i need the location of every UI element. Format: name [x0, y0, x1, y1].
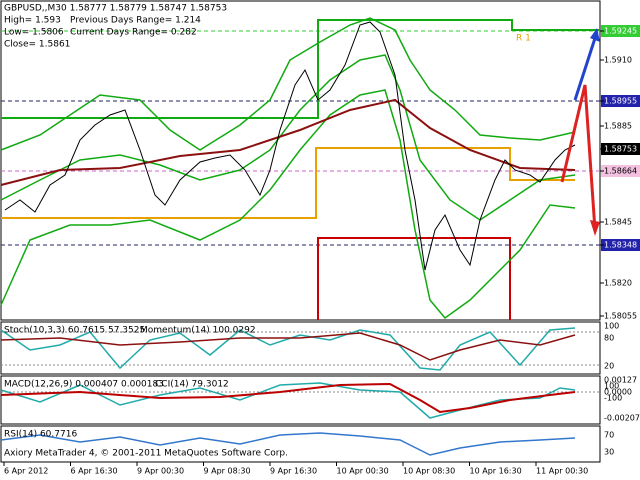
band-upper — [0, 17, 576, 151]
time-label: 10 Apr 08:30 — [403, 467, 455, 476]
price-line — [4, 21, 576, 271]
macd-tick: -100 — [604, 394, 622, 403]
stoch-tick: 80 — [604, 334, 614, 343]
symbol-line: GBPUSD,,M30 1.58777 1.58779 1.58747 1.58… — [4, 4, 227, 14]
price-label: 1.58348 — [604, 241, 637, 250]
price-box — [601, 95, 640, 107]
rsi-frame — [0, 425, 601, 463]
macd-tick: 100 — [604, 382, 619, 391]
time-label: 10 Apr 16:30 — [470, 467, 522, 476]
momentum-line — [0, 332, 576, 361]
rsi-label: RSI(14) 60.7716 — [4, 430, 77, 440]
band-lower — [0, 89, 576, 320]
arrow — [560, 84, 597, 231]
stoch-tick: 100 — [604, 322, 619, 331]
price-label: 1.58955 — [604, 97, 637, 106]
cci-label: CCI(14) 79.3012 — [155, 380, 229, 390]
arrow-head — [590, 28, 600, 42]
price-label: 1.58753 — [604, 145, 637, 154]
time-label: 6 Apr 2012 — [4, 467, 48, 476]
time-label: 9 Apr 00:30 — [137, 467, 184, 476]
pivot-line — [1, 19, 600, 119]
moving-average — [0, 98, 576, 186]
stoch-label: Stoch(10,3,3) 60.7615 57.3525 — [4, 326, 145, 336]
main-frame — [0, 0, 601, 321]
price-label: 1.5910 — [604, 56, 632, 65]
macd-frame — [0, 375, 601, 425]
header-prev-range: Previous Days Range= 1.214 — [70, 16, 201, 26]
header-high: High= 1.593 — [4, 16, 61, 26]
pivot-line — [317, 237, 511, 320]
macd-label: MACD(12,26,9) 0.000407 0.000183 — [4, 380, 164, 390]
time-label: 11 Apr 00:30 — [536, 467, 588, 476]
rsi-tick: 70 — [604, 431, 614, 440]
time-label: 6 Apr 16:30 — [71, 467, 118, 476]
price-label: 1.58664 — [604, 167, 637, 176]
macd-tick: 0.0000 — [604, 388, 632, 397]
time-label: 10 Apr 00:30 — [337, 467, 389, 476]
rsi-line — [0, 432, 576, 456]
stoch-frame — [0, 321, 601, 375]
price-label: 1.59245 — [604, 27, 637, 36]
price-label: 1.58055 — [604, 312, 637, 321]
footer: Axiory MetaTrader 4, © 2001-2011 MetaQuo… — [4, 449, 288, 459]
arrow-head — [590, 220, 600, 236]
price-label: 1.5885 — [604, 122, 632, 131]
price-box — [601, 25, 640, 37]
price-box — [601, 143, 640, 155]
header-cur-range: Current Days Range= 0.282 — [70, 28, 197, 38]
price-box — [601, 165, 640, 177]
stoch-line — [0, 327, 576, 371]
price-box — [601, 239, 640, 251]
macd-line — [0, 382, 576, 414]
time-label: 9 Apr 08:30 — [204, 467, 251, 476]
pivot-line — [1, 147, 575, 219]
time-label: 9 Apr 16:30 — [270, 467, 317, 476]
stoch-tick: 20 — [604, 362, 614, 371]
macd-tick: 0.00127 — [604, 376, 637, 385]
level-label: R 1 — [516, 34, 531, 44]
price-label: 1.5845 — [604, 218, 632, 227]
header-close: Close= 1.5861 — [4, 40, 70, 50]
header-low: Low= 1.5806 — [4, 28, 64, 38]
rsi-tick: 30 — [604, 448, 614, 457]
price-label: 1.5820 — [604, 279, 632, 288]
macd-tick: -0.00207 — [604, 414, 640, 423]
momentum-label: Momentum(14) 100.0292 — [140, 326, 256, 336]
arrow — [573, 31, 599, 101]
